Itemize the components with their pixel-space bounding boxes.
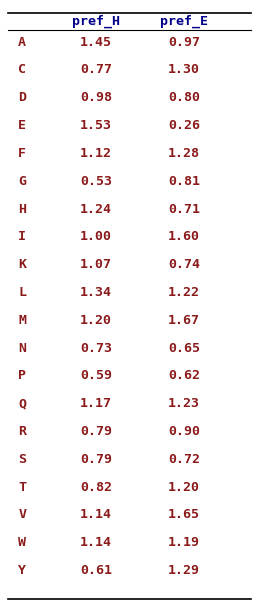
Text: 1.30: 1.30 xyxy=(168,63,200,76)
Text: I: I xyxy=(18,231,26,243)
Text: 1.28: 1.28 xyxy=(168,147,200,160)
Text: A: A xyxy=(18,36,26,49)
Text: W: W xyxy=(18,536,26,549)
Text: 1.07: 1.07 xyxy=(80,258,112,271)
Text: 1.22: 1.22 xyxy=(168,286,200,299)
Text: H: H xyxy=(18,202,26,216)
Text: 1.24: 1.24 xyxy=(80,202,112,216)
Text: L: L xyxy=(18,286,26,299)
Text: 1.12: 1.12 xyxy=(80,147,112,160)
Text: 1.65: 1.65 xyxy=(168,509,200,521)
Text: 1.19: 1.19 xyxy=(168,536,200,549)
Text: M: M xyxy=(18,314,26,327)
Text: 1.29: 1.29 xyxy=(168,564,200,577)
Text: 0.71: 0.71 xyxy=(168,202,200,216)
Text: 1.45: 1.45 xyxy=(80,36,112,49)
Text: D: D xyxy=(18,92,26,104)
Text: 1.53: 1.53 xyxy=(80,119,112,132)
Text: 1.14: 1.14 xyxy=(80,536,112,549)
Text: 0.62: 0.62 xyxy=(168,370,200,382)
Text: 0.90: 0.90 xyxy=(168,425,200,438)
Text: 1.34: 1.34 xyxy=(80,286,112,299)
Text: 0.73: 0.73 xyxy=(80,341,112,355)
Text: 0.79: 0.79 xyxy=(80,425,112,438)
Text: 0.97: 0.97 xyxy=(168,36,200,49)
Text: pref_E: pref_E xyxy=(160,15,208,28)
Text: 1.60: 1.60 xyxy=(168,231,200,243)
Text: pref_H: pref_H xyxy=(72,15,120,28)
Text: 1.00: 1.00 xyxy=(80,231,112,243)
Text: 1.14: 1.14 xyxy=(80,509,112,521)
Text: 1.17: 1.17 xyxy=(80,397,112,410)
Text: T: T xyxy=(18,480,26,494)
Text: 1.23: 1.23 xyxy=(168,397,200,410)
Text: 0.77: 0.77 xyxy=(80,63,112,76)
Text: 0.74: 0.74 xyxy=(168,258,200,271)
Text: 0.80: 0.80 xyxy=(168,92,200,104)
Text: R: R xyxy=(18,425,26,438)
Text: 0.65: 0.65 xyxy=(168,341,200,355)
Text: 1.67: 1.67 xyxy=(168,314,200,327)
Text: G: G xyxy=(18,175,26,188)
Text: 0.98: 0.98 xyxy=(80,92,112,104)
Text: Y: Y xyxy=(18,564,26,577)
Text: 0.81: 0.81 xyxy=(168,175,200,188)
Text: S: S xyxy=(18,453,26,466)
Text: F: F xyxy=(18,147,26,160)
Text: Q: Q xyxy=(18,397,26,410)
Text: E: E xyxy=(18,119,26,132)
Text: 0.82: 0.82 xyxy=(80,480,112,494)
Text: N: N xyxy=(18,341,26,355)
Text: C: C xyxy=(18,63,26,76)
Text: 0.53: 0.53 xyxy=(80,175,112,188)
Text: V: V xyxy=(18,509,26,521)
Text: 1.20: 1.20 xyxy=(168,480,200,494)
Text: P: P xyxy=(18,370,26,382)
Text: 1.20: 1.20 xyxy=(80,314,112,327)
Text: 0.79: 0.79 xyxy=(80,453,112,466)
Text: K: K xyxy=(18,258,26,271)
Text: 0.72: 0.72 xyxy=(168,453,200,466)
Text: 0.61: 0.61 xyxy=(80,564,112,577)
Text: 0.59: 0.59 xyxy=(80,370,112,382)
Text: 0.26: 0.26 xyxy=(168,119,200,132)
